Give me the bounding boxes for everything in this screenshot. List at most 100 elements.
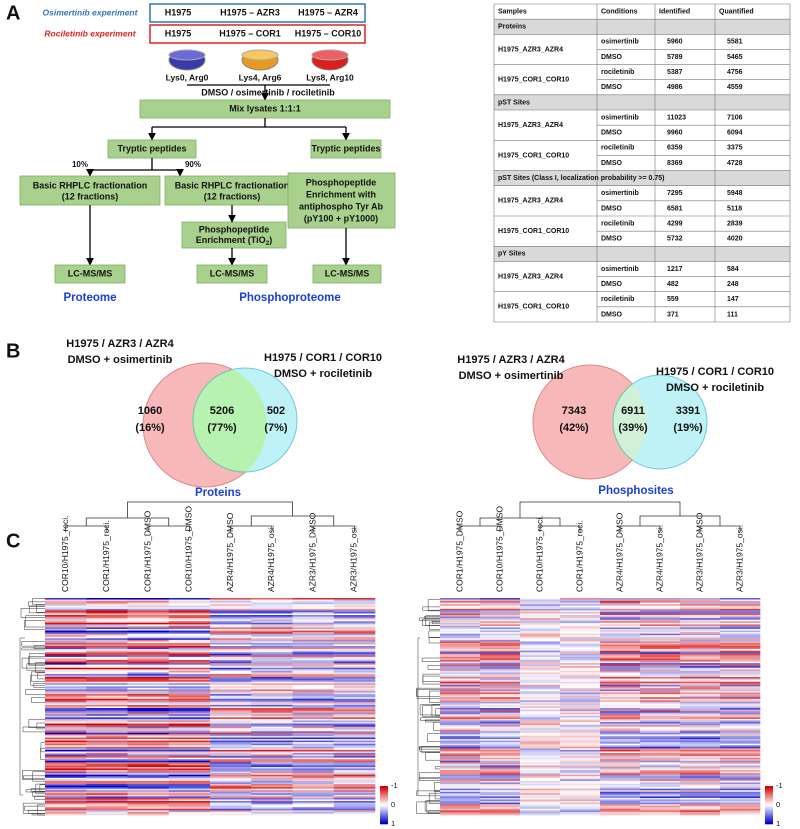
colorbar-step [765, 789, 773, 792]
heatmap-cell [45, 794, 87, 797]
lcms-box [54, 264, 126, 284]
heatmap-cell [560, 672, 601, 675]
heatmap-cell [720, 697, 761, 700]
heatmap-cell [480, 658, 521, 661]
heatmap-cell [520, 629, 561, 631]
heatmap-cell [210, 797, 252, 800]
heatmap-cell [640, 728, 681, 731]
heatmap-cell [640, 655, 681, 658]
heatmap-cell [720, 694, 761, 696]
heatmap-cell [520, 810, 561, 813]
column-label: AZR4/H1975_DMSO [225, 512, 235, 592]
heatmap-cell [440, 740, 481, 743]
heatmap-cell [45, 700, 87, 703]
heatmap-cell [720, 782, 761, 785]
table-cell: rociletinib [601, 220, 634, 227]
heatmap-cell [640, 808, 681, 811]
heatmap-cell [292, 799, 335, 802]
heatmap-cell [292, 771, 335, 774]
heatmap-cell [600, 667, 641, 670]
heatmap-cell [560, 734, 601, 737]
heatmap-cell [127, 711, 170, 713]
heatmap-cell [292, 672, 335, 675]
heatmap-cell [680, 661, 721, 664]
dendrogram-link [31, 697, 45, 703]
heatmap-cell [440, 692, 481, 695]
heatmap-cell [333, 728, 376, 731]
heatmap-cell [210, 785, 252, 788]
dendrogram-link [250, 515, 335, 526]
heatmap-cell [292, 644, 335, 647]
column-label: COR10/H1975_roci. [534, 515, 544, 592]
heatmap-cell [333, 697, 376, 700]
heatmap-cell [600, 641, 641, 644]
heatmap-cell [127, 811, 170, 814]
heatmap-cell [440, 638, 481, 641]
heatmap-cell [210, 680, 252, 682]
heatmap-cell [440, 779, 481, 782]
heatmap-cell [333, 687, 376, 690]
heatmap-cell [640, 622, 681, 625]
heatmap-cell [45, 673, 87, 676]
heatmap-cell [640, 619, 681, 622]
heatmap-cell [45, 605, 87, 608]
heatmap-cell [680, 638, 721, 641]
heatmap-cell [480, 776, 521, 779]
dendrogram-link [425, 752, 440, 761]
heatmap-cell [86, 656, 128, 659]
heatmap-cell [520, 746, 561, 749]
heatmap-cell [600, 704, 641, 707]
venn-title: H1975 / AZR3 / AZR4 [457, 354, 565, 366]
heatmap-cell [720, 739, 761, 741]
heatmap-cell [86, 791, 128, 794]
heatmap-cell [127, 717, 170, 720]
heatmap-cell [86, 677, 128, 679]
heatmap-cell [168, 785, 211, 788]
heatmap-cell [292, 627, 335, 630]
heatmap-cell [86, 779, 128, 782]
heatmap-cell [210, 712, 252, 715]
heatmap-cell [680, 794, 721, 797]
heatmap-cell [210, 732, 252, 735]
heatmap-cell [480, 804, 521, 806]
heatmap-cell [86, 632, 128, 634]
heatmap-cell [440, 601, 481, 603]
heatmap-cell [45, 621, 87, 624]
colorbar-step [380, 787, 388, 791]
dendrogram-link [31, 671, 45, 682]
heatmap-cell [210, 618, 252, 620]
heatmap-cell [680, 619, 721, 622]
heatmap-cell [210, 602, 252, 605]
dendrogram-link [35, 783, 45, 794]
heatmap-cell [600, 678, 641, 681]
heatmap-cell [720, 611, 761, 614]
colorbar-step [380, 805, 388, 808]
colorbar-step [765, 806, 773, 810]
panel-label: A [6, 2, 20, 24]
dendrogram-link [428, 637, 440, 644]
heatmap-cell [127, 742, 170, 744]
heatmap-cell [251, 751, 293, 754]
heatmap-cell [640, 642, 681, 645]
heatmap-cell [560, 621, 601, 624]
heatmap-cell [86, 670, 128, 673]
heatmap-cell [333, 635, 376, 638]
heatmap-cell [600, 610, 641, 613]
heatmap-cell [168, 770, 211, 772]
heatmap-cell [333, 808, 376, 811]
heatmap-cell [560, 754, 601, 757]
heatmap-cell [210, 689, 252, 692]
heatmap-cell [45, 723, 87, 726]
heatmap-cell [600, 709, 641, 712]
tio2-box [181, 221, 287, 249]
venn-count: 7343 [562, 405, 586, 417]
heatmap-cell [560, 805, 601, 808]
heatmap-cell [210, 740, 252, 743]
heatmap-cell [86, 616, 128, 619]
heatmap-cell [127, 664, 170, 667]
heatmap-cell [45, 684, 87, 687]
heatmap-cell [210, 717, 252, 720]
heatmap-cell [333, 780, 376, 783]
heatmap-cell [168, 663, 211, 665]
heatmap-cell [168, 709, 211, 712]
